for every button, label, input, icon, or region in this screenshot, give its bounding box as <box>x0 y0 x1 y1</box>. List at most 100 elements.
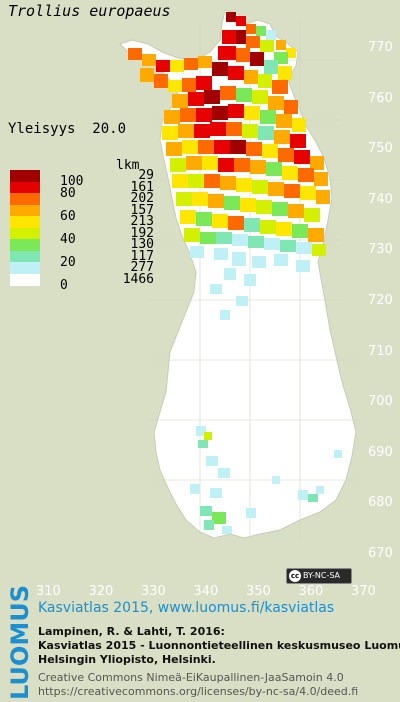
cell <box>236 30 246 44</box>
cell <box>220 310 230 320</box>
cell <box>240 198 256 212</box>
cell <box>312 244 326 256</box>
cell <box>276 40 286 50</box>
cell <box>236 88 252 102</box>
northing-tick-label: 690 <box>368 444 393 460</box>
cell <box>140 68 154 82</box>
cell <box>192 192 208 206</box>
cell <box>264 60 278 74</box>
cell <box>250 160 266 174</box>
cell <box>236 16 246 26</box>
cell <box>176 192 192 206</box>
cc-license-badge-label: BY-NC-SA <box>303 571 341 580</box>
cell <box>268 96 284 110</box>
cell <box>196 426 206 436</box>
cell <box>310 156 324 170</box>
cell <box>274 130 290 144</box>
cell <box>232 234 248 246</box>
cell <box>218 158 234 172</box>
cell <box>204 520 214 530</box>
cell <box>218 468 230 478</box>
citation-line: Kasviatlas 2015 - Luonnontieteellinen ke… <box>38 639 400 652</box>
cell <box>244 106 260 120</box>
cell <box>304 208 320 222</box>
cell <box>244 218 260 232</box>
cell <box>264 238 280 250</box>
cell <box>334 450 342 458</box>
northing-tick-label: 750 <box>368 141 393 157</box>
cell <box>314 172 328 186</box>
cell <box>234 158 250 172</box>
cell <box>224 268 236 280</box>
cell <box>212 512 226 524</box>
cell <box>316 486 324 494</box>
legend-swatch <box>10 193 40 205</box>
cell <box>196 76 212 90</box>
cell <box>316 190 330 204</box>
cell <box>218 46 236 60</box>
cell <box>296 242 312 254</box>
cell <box>214 140 230 154</box>
legend-class-label: 80 <box>60 185 76 201</box>
cell <box>172 174 188 188</box>
finland-grid-map <box>119 9 357 539</box>
easting-tick-label: 350 <box>246 584 271 599</box>
cell <box>222 30 236 44</box>
cell <box>204 432 212 440</box>
cell <box>182 78 196 92</box>
cell <box>164 110 180 124</box>
northing-tick-label: 710 <box>368 343 393 359</box>
cell <box>182 140 198 154</box>
cell <box>276 222 292 236</box>
legend-class-label: 0 <box>60 277 68 293</box>
cell <box>290 134 306 148</box>
easting-tick-label: 370 <box>351 584 376 599</box>
cell <box>228 216 244 230</box>
cell <box>250 52 264 66</box>
frequency-value: 20.0 <box>92 121 127 137</box>
cell <box>284 184 300 198</box>
cell <box>298 168 314 182</box>
cell <box>272 80 288 94</box>
cell <box>220 176 236 190</box>
cell <box>204 174 220 188</box>
cell <box>128 48 142 60</box>
legend-swatch <box>10 216 40 228</box>
cell <box>298 490 308 500</box>
legend-count: 117 <box>130 248 154 264</box>
citation-line: Helsingin Yliopisto, Helsinki. <box>38 653 216 666</box>
atlas-link[interactable]: Kasviatlas 2015, www.luomus.fi/kasviatla… <box>38 600 335 616</box>
cell <box>236 48 250 62</box>
legend-class-label: 40 <box>60 231 76 247</box>
cc-license-badge[interactable]: cc BY-NC-SA <box>286 568 352 584</box>
citation-line: Lampinen, R. & Lahti, T. 2016: <box>38 625 225 638</box>
legend-swatch <box>10 204 40 217</box>
cell <box>258 74 272 88</box>
frequency-label-text: Yleisyys <box>8 121 76 137</box>
cell <box>226 122 242 136</box>
cell <box>294 150 310 164</box>
cell <box>202 156 218 170</box>
cell <box>276 114 292 128</box>
easting-tick-label: 330 <box>141 584 166 599</box>
legend-count: 202 <box>130 191 154 206</box>
northing-tick-label: 730 <box>368 242 393 258</box>
legend-count: 213 <box>130 214 154 229</box>
cell <box>214 248 228 260</box>
cell <box>278 66 292 80</box>
cell <box>226 12 236 22</box>
cell <box>178 124 194 138</box>
cell <box>284 100 298 114</box>
cell <box>300 186 316 200</box>
cell <box>198 56 212 68</box>
northing-tick-label: 720 <box>368 293 393 308</box>
cell <box>230 140 246 154</box>
cell <box>188 174 204 188</box>
cell <box>170 158 186 172</box>
legend-count: 1466 <box>122 271 154 287</box>
cell <box>308 494 318 502</box>
luomus-logo: LUOMUS <box>6 585 34 700</box>
cell <box>200 506 212 516</box>
legend-swatch <box>10 170 40 182</box>
license-url[interactable]: https://creativecommons.org/licenses/by-… <box>38 685 359 698</box>
